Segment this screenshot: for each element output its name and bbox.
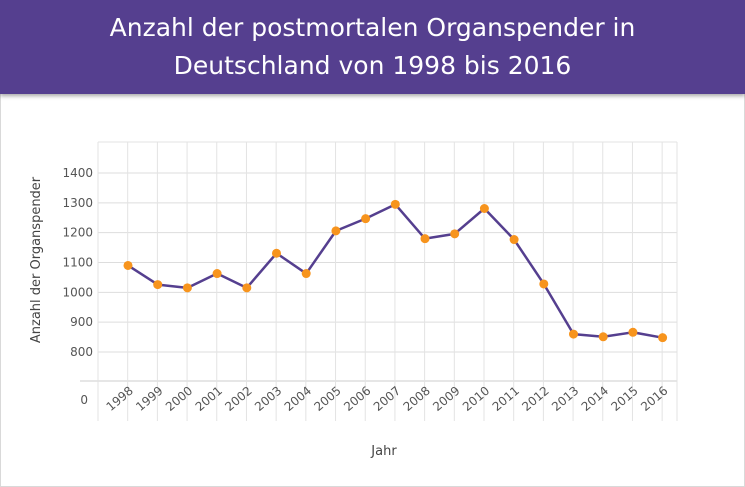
data-point[interactable] [390,199,400,209]
x-tick-label: 2000 [163,384,195,414]
title-banner: Anzahl der postmortalen Organspender in … [0,0,745,94]
data-point[interactable] [658,333,668,343]
chart-title: Anzahl der postmortalen Organspender in … [109,13,636,80]
y-tick-label: 1300 [62,196,93,210]
x-tick-label: 2012 [519,384,551,414]
grid [80,141,678,421]
data-point[interactable] [331,226,341,236]
x-tick-label: 2014 [579,384,611,414]
x-tick-label: 2002 [222,384,254,414]
x-axis-title: Jahr [370,444,397,459]
data-point[interactable] [272,248,281,258]
data-point[interactable] [569,329,578,339]
y-axis: 800 900 1000 1100 1200 1300 1400 0 [62,166,93,407]
x-tick-label: 2004 [282,384,314,414]
data-point[interactable] [123,260,133,270]
x-tick-label: 2008 [401,384,433,414]
data-point[interactable] [450,229,460,239]
data-point[interactable] [479,204,489,214]
x-axis: 1998199920002001200220032004200520062007… [104,384,671,414]
data-point[interactable] [420,234,430,244]
x-tick-label: 2005 [311,384,343,414]
x-tick-label: 1999 [133,384,165,414]
x-tick-label: 2003 [252,384,284,414]
x-tick-label: 2006 [341,384,373,414]
y-tick-label: 1400 [62,166,93,180]
data-point[interactable] [153,280,163,290]
x-tick-label: 2013 [549,384,581,414]
data-point[interactable] [301,269,311,279]
data-point[interactable] [539,279,549,289]
data-point[interactable] [361,214,371,224]
data-point[interactable] [182,283,192,293]
y-tick-label: 900 [70,315,93,329]
y-tick-label: 800 [70,345,93,359]
x-tick-label: 2009 [430,384,462,414]
y-tick-label: 0 [80,393,88,407]
data-point[interactable] [628,327,638,337]
y-tick-label: 1200 [62,226,93,240]
x-tick-label: 2016 [638,384,670,414]
data-point[interactable] [212,269,222,279]
data-point[interactable] [242,283,252,293]
x-tick-label: 2011 [490,384,522,414]
series [123,199,668,343]
x-tick-label: 1998 [104,384,136,414]
x-tick-label: 2010 [460,384,492,414]
data-point[interactable] [509,235,519,245]
y-tick-label: 1100 [62,256,93,270]
x-tick-label: 2015 [608,384,640,414]
x-tick-label: 2001 [193,384,225,414]
y-tick-label: 1000 [62,285,93,299]
y-axis-title: Anzahl der Organspender [29,176,44,343]
x-tick-label: 2007 [371,384,403,414]
data-point[interactable] [598,332,608,342]
